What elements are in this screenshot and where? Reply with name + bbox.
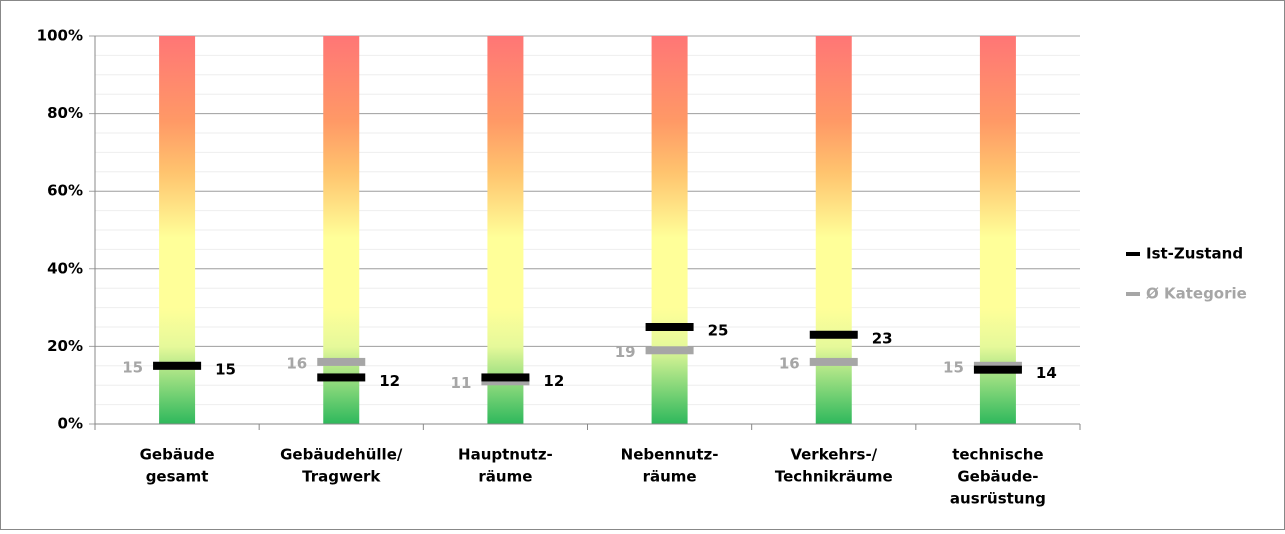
x-tick-label: Nebennutz-	[621, 446, 719, 464]
y-tick-label: 40%	[47, 259, 83, 277]
marker	[317, 357, 366, 366]
heat-bar	[487, 36, 524, 424]
x-tick-label: räume	[643, 468, 697, 486]
data-label: 12	[543, 372, 564, 390]
x-tick-label: ausrüstung	[950, 490, 1046, 508]
x-tick-label: Verkehrs-/	[790, 446, 877, 464]
data-label: 16	[779, 354, 800, 372]
data-label: 19	[615, 343, 636, 361]
data-label: 16	[286, 354, 307, 372]
heat-bar	[651, 36, 688, 424]
x-tick-label: Gebäudehülle/	[280, 446, 403, 464]
heat-bar	[979, 36, 1016, 424]
data-label: 15	[215, 360, 236, 378]
data-label: 15	[122, 358, 143, 376]
x-tick-label: Tragwerk	[302, 468, 381, 486]
legend-swatch	[1126, 292, 1140, 296]
data-label: 11	[451, 374, 472, 392]
y-tick-label: 60%	[47, 182, 83, 200]
x-tick-label: Hauptnutz-	[458, 446, 553, 464]
legend-label: Ø Kategorie	[1146, 285, 1247, 303]
y-tick-label: 20%	[47, 337, 83, 355]
heat-bar	[159, 36, 196, 424]
legend-swatch	[1126, 252, 1140, 256]
marker	[481, 373, 530, 382]
marker	[645, 346, 694, 355]
data-label: 12	[379, 372, 400, 390]
marker	[973, 365, 1022, 374]
legend-label: Ist-Zustand	[1146, 245, 1243, 263]
data-label: 23	[872, 329, 893, 347]
y-tick-label: 80%	[47, 104, 83, 122]
data-label: 14	[1036, 364, 1057, 382]
marker	[153, 361, 202, 370]
data-label: 25	[708, 322, 729, 340]
marker	[809, 330, 858, 339]
marker	[809, 357, 858, 366]
marker	[317, 373, 366, 382]
marker	[645, 323, 694, 331]
y-tick-label: 0%	[58, 415, 83, 433]
x-tick-label: Technikräume	[775, 468, 893, 486]
y-tick-label: 100%	[37, 27, 83, 45]
x-tick-label: räume	[478, 468, 532, 486]
x-tick-label: Gebäude-	[957, 468, 1038, 486]
x-tick-label: Gebäude	[140, 446, 215, 464]
data-label: 15	[943, 358, 964, 376]
x-tick-label: gesamt	[146, 468, 209, 486]
x-tick-label: technische	[952, 446, 1043, 464]
